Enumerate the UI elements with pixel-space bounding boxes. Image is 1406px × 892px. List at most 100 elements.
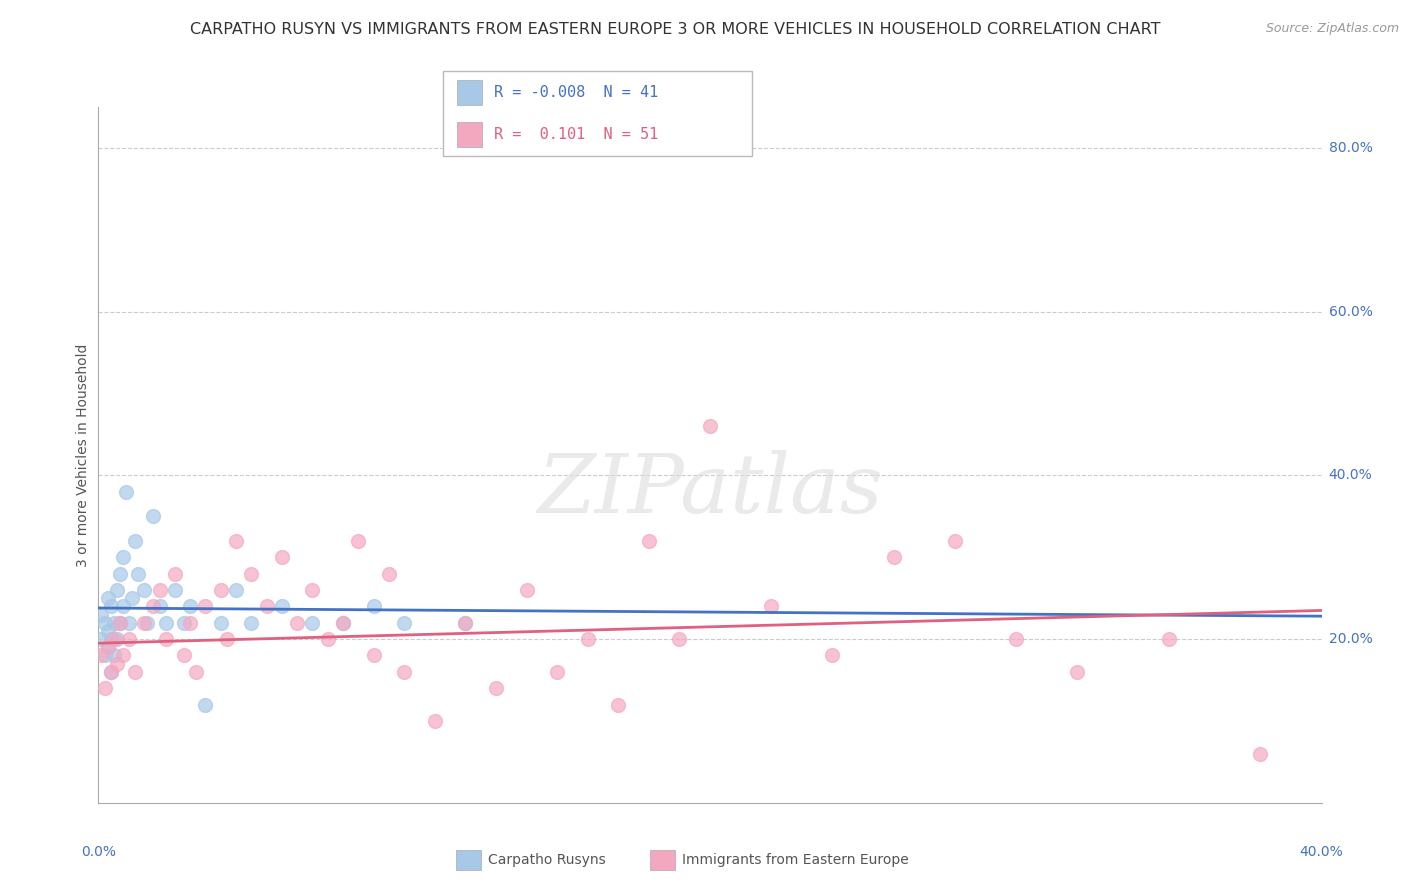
Point xyxy=(108,615,131,630)
Point xyxy=(285,615,308,630)
Point xyxy=(607,698,630,712)
Text: R =  0.101  N = 51: R = 0.101 N = 51 xyxy=(494,128,658,142)
Point xyxy=(108,566,131,581)
Point xyxy=(270,599,292,614)
Point xyxy=(485,681,508,696)
Text: R = -0.008  N = 41: R = -0.008 N = 41 xyxy=(494,86,658,100)
Point xyxy=(378,566,401,581)
Point xyxy=(363,648,385,663)
Point xyxy=(111,648,134,663)
Point xyxy=(699,419,721,434)
Point xyxy=(163,566,186,581)
Point xyxy=(301,582,323,597)
Point xyxy=(332,615,354,630)
Point xyxy=(821,648,844,663)
Point xyxy=(97,640,120,655)
Point xyxy=(149,582,172,597)
Point xyxy=(118,615,141,630)
Point xyxy=(423,714,446,728)
Point xyxy=(1004,632,1026,646)
Point xyxy=(90,632,112,646)
Point xyxy=(347,533,370,548)
Point xyxy=(103,632,125,646)
Point xyxy=(186,665,208,679)
Point xyxy=(668,632,690,646)
Point xyxy=(256,599,278,614)
Point xyxy=(100,599,122,614)
Point xyxy=(93,648,115,663)
Point xyxy=(637,533,661,548)
Point xyxy=(93,681,115,696)
Text: 40.0%: 40.0% xyxy=(1299,845,1344,859)
Point xyxy=(111,550,134,565)
Point xyxy=(100,665,122,679)
Point xyxy=(883,550,905,565)
Point xyxy=(1066,665,1088,679)
Text: Immigrants from Eastern Europe: Immigrants from Eastern Europe xyxy=(682,853,908,867)
Point xyxy=(97,591,120,606)
Point xyxy=(124,533,146,548)
Point xyxy=(142,599,165,614)
Point xyxy=(103,615,125,630)
Point xyxy=(121,591,143,606)
Point xyxy=(316,632,339,646)
Point xyxy=(149,599,172,614)
Point xyxy=(97,640,120,655)
Text: Carpatho Rusyns: Carpatho Rusyns xyxy=(488,853,606,867)
Point xyxy=(118,632,141,646)
Point xyxy=(105,657,128,671)
Point xyxy=(194,698,217,712)
Point xyxy=(103,648,125,663)
Point xyxy=(179,599,201,614)
Point xyxy=(155,615,177,630)
Point xyxy=(90,607,112,622)
Point xyxy=(134,582,156,597)
Point xyxy=(209,582,232,597)
Point xyxy=(215,632,238,646)
Point xyxy=(136,615,159,630)
Point xyxy=(454,615,477,630)
Point xyxy=(943,533,966,548)
Point xyxy=(240,615,263,630)
Point xyxy=(225,533,247,548)
Point xyxy=(454,615,477,630)
Point xyxy=(516,582,538,597)
Point xyxy=(105,582,128,597)
Point xyxy=(97,624,120,638)
Point xyxy=(240,566,263,581)
Point xyxy=(173,648,195,663)
Text: Source: ZipAtlas.com: Source: ZipAtlas.com xyxy=(1265,22,1399,36)
Point xyxy=(111,599,134,614)
Text: ZIPatlas: ZIPatlas xyxy=(537,450,883,530)
Point xyxy=(134,615,156,630)
Point xyxy=(124,665,146,679)
Point xyxy=(93,615,115,630)
Point xyxy=(209,615,232,630)
Point xyxy=(225,582,247,597)
Point xyxy=(155,632,177,646)
Text: 60.0%: 60.0% xyxy=(1329,305,1372,318)
Point xyxy=(179,615,201,630)
Point xyxy=(108,615,131,630)
Text: 20.0%: 20.0% xyxy=(1329,632,1372,646)
Point xyxy=(100,632,122,646)
Point xyxy=(1249,747,1271,761)
Point xyxy=(301,615,323,630)
Point xyxy=(392,665,416,679)
Point xyxy=(759,599,782,614)
Point xyxy=(90,648,112,663)
Point xyxy=(194,599,217,614)
Point xyxy=(1157,632,1180,646)
Point xyxy=(363,599,385,614)
Point xyxy=(115,484,138,499)
Point xyxy=(392,615,416,630)
Point xyxy=(163,582,186,597)
Point xyxy=(127,566,149,581)
Point xyxy=(142,509,165,524)
Point xyxy=(173,615,195,630)
Point xyxy=(105,632,128,646)
Y-axis label: 3 or more Vehicles in Household: 3 or more Vehicles in Household xyxy=(76,343,90,566)
Point xyxy=(270,550,292,565)
Point xyxy=(332,615,354,630)
Text: CARPATHO RUSYN VS IMMIGRANTS FROM EASTERN EUROPE 3 OR MORE VEHICLES IN HOUSEHOLD: CARPATHO RUSYN VS IMMIGRANTS FROM EASTER… xyxy=(190,22,1160,37)
